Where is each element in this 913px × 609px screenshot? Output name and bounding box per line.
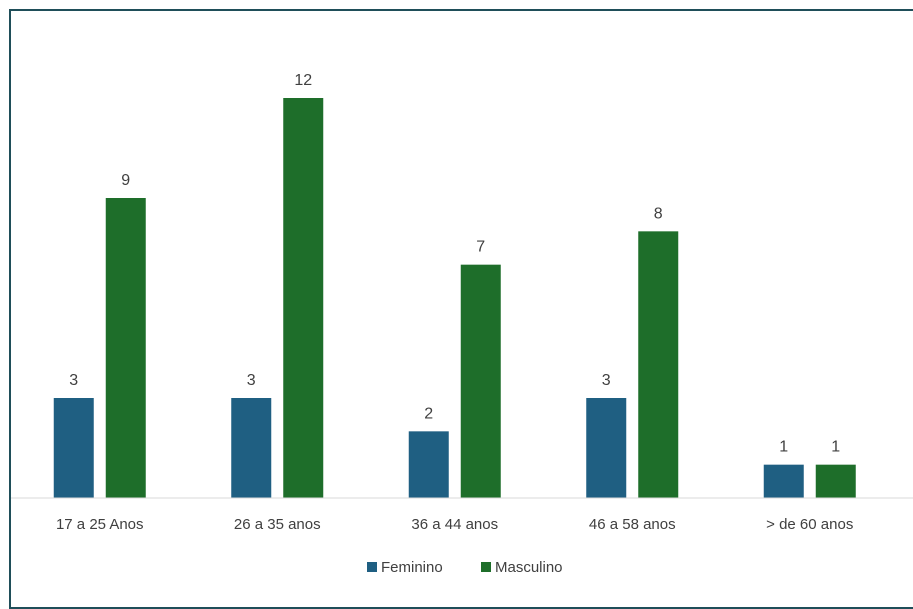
legend-swatch-feminino — [367, 562, 377, 572]
category-label-3: 46 a 58 anos — [589, 516, 676, 533]
data-label-feminino-1: 3 — [247, 372, 256, 389]
data-label-masculino-2: 7 — [476, 239, 485, 256]
category-label-1: 26 a 35 anos — [234, 516, 321, 533]
legend: Feminino Masculino — [367, 559, 563, 576]
category-labels-group: 17 a 25 Anos 26 a 35 anos 36 a 44 anos 46 a… — [56, 516, 853, 533]
legend-swatch-masculino — [481, 562, 491, 572]
data-label-feminino-0: 3 — [69, 372, 78, 389]
bar-masculino-1 — [283, 98, 324, 498]
category-label-2: 36 a 44 anos — [411, 516, 498, 533]
bar-feminino-3 — [586, 398, 627, 498]
bar-masculino-3 — [638, 231, 679, 499]
data-label-masculino-3: 8 — [654, 205, 663, 222]
chart-frame: 3 9 3 12 2 7 3 8 1 1 17 a 25 Anos 26 a 35 anos 36 a… — [9, 9, 913, 609]
data-label-masculino-0: 9 — [121, 172, 130, 189]
bar-feminino-1 — [231, 398, 272, 498]
data-label-feminino-3: 3 — [602, 372, 611, 389]
value-labels-group: 3 9 3 12 2 7 3 8 1 1 — [69, 72, 840, 456]
data-label-feminino-2: 2 — [424, 405, 433, 422]
bar-masculino-0 — [105, 198, 146, 498]
bars-group — [53, 98, 856, 499]
legend-label-feminino: Feminino — [381, 559, 443, 576]
bar-masculino-2 — [460, 264, 501, 498]
bar-feminino-2 — [408, 431, 449, 498]
bar-feminino-4 — [763, 464, 804, 498]
category-label-0: 17 a 25 Anos — [56, 516, 144, 533]
bar-feminino-0 — [53, 398, 94, 498]
bar-chart: 3 9 3 12 2 7 3 8 1 1 17 a 25 Anos 26 a 35 anos 36 a… — [11, 72, 913, 576]
legend-label-masculino: Masculino — [495, 559, 563, 576]
data-label-masculino-1: 12 — [294, 72, 312, 89]
data-label-feminino-4: 1 — [779, 439, 788, 456]
category-label-4: > de 60 anos — [766, 516, 853, 533]
data-label-masculino-4: 1 — [831, 439, 840, 456]
bar-masculino-4 — [815, 464, 856, 498]
